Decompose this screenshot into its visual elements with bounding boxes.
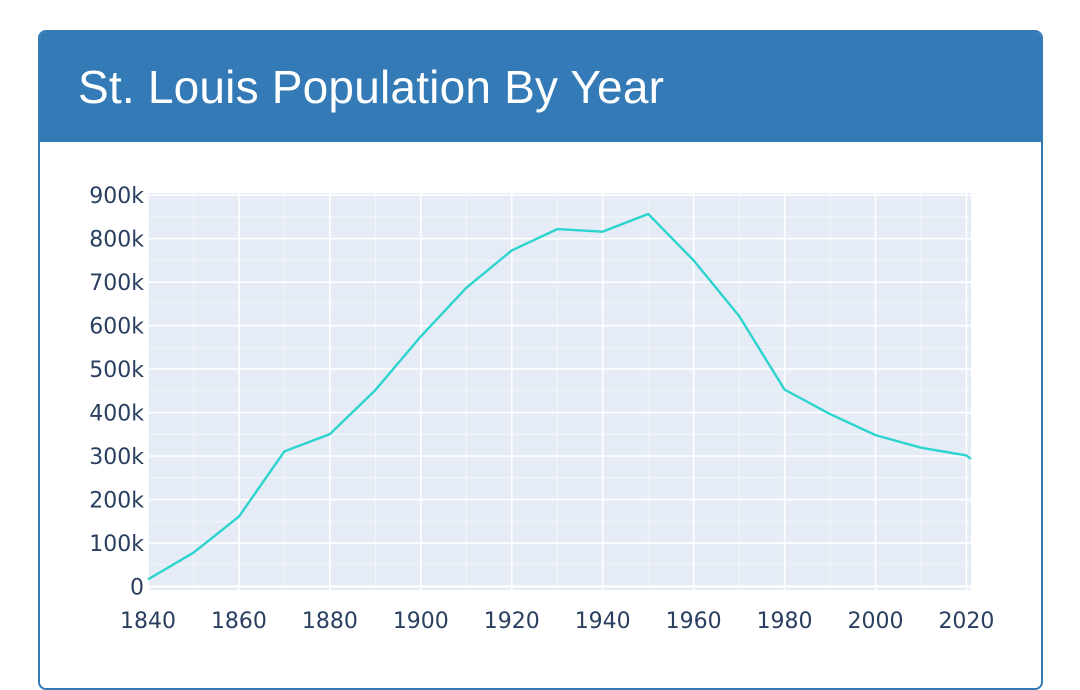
- y-axis-ticks: 0 100k 200k 300k 400k 500k 600k 700k 800k 900k: [89, 184, 144, 600]
- x-tick-label: 1940: [575, 609, 631, 634]
- x-tick-label: 2020: [938, 609, 994, 634]
- x-tick-label: 1900: [393, 609, 449, 634]
- x-tick-label: 1860: [211, 609, 267, 634]
- x-tick-label: 1960: [666, 609, 722, 634]
- x-tick-label: 1920: [484, 609, 540, 634]
- x-axis-ticks: 1840 1860 1880 1900 1920 1940 1960 1980 2000 2020: [120, 609, 994, 634]
- y-tick-label: 200k: [89, 489, 144, 514]
- y-tick-label: 700k: [89, 271, 144, 296]
- y-tick-label: 400k: [89, 402, 144, 427]
- y-tick-label: 100k: [89, 532, 144, 557]
- x-tick-label: 1840: [120, 609, 176, 634]
- y-tick-label: 600k: [89, 315, 144, 340]
- y-tick-label: 300k: [89, 445, 144, 470]
- x-tick-label: 1980: [757, 609, 813, 634]
- y-tick-label: 800k: [89, 228, 144, 253]
- plot-area: [148, 193, 971, 590]
- x-tick-label: 2000: [848, 609, 904, 634]
- population-line-chart: 0 100k 200k 300k 400k 500k 600k 700k 800k 900k 18…: [0, 0, 1080, 674]
- y-tick-label: 900k: [89, 184, 144, 209]
- x-tick-label: 1880: [302, 609, 358, 634]
- y-tick-label: 500k: [89, 358, 144, 383]
- y-tick-label: 0: [130, 576, 144, 601]
